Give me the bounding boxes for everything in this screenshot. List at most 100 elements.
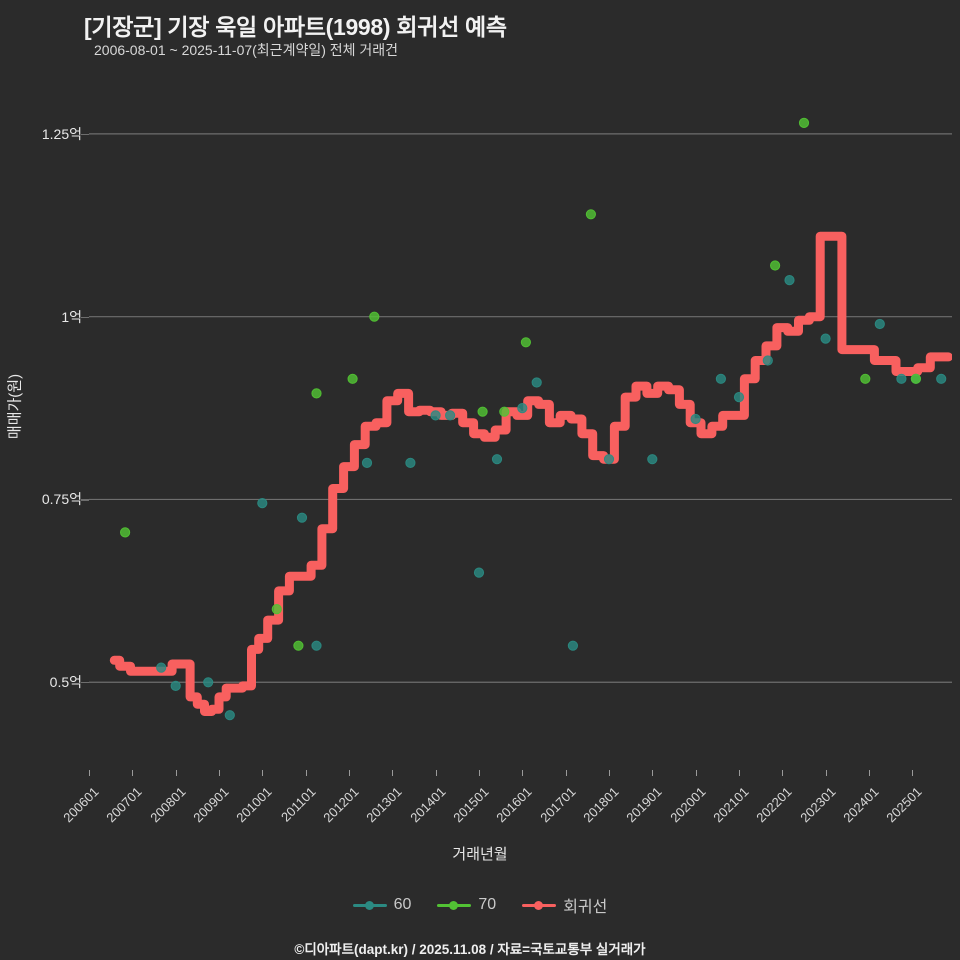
scatter-point xyxy=(311,388,322,399)
scatter-point xyxy=(156,662,167,673)
scatter-point xyxy=(170,680,181,692)
x-axis-tick-mark xyxy=(652,770,654,776)
x-axis-tick-mark xyxy=(262,770,264,776)
x-axis-tick-mark xyxy=(132,770,134,776)
plot-area xyxy=(89,90,952,770)
x-axis-tick-mark xyxy=(435,770,437,776)
scatter-point xyxy=(473,567,485,578)
x-axis-tick-label: 201001 xyxy=(233,784,275,826)
scatter-point xyxy=(798,117,810,129)
chart-subtitle: 2006-08-01 ~ 2025-11-07(최근계약일) 전체 거래건 xyxy=(94,42,399,58)
x-axis-title: 거래년월 xyxy=(452,846,508,863)
scatter-point xyxy=(531,377,542,388)
x-axis-tick-mark xyxy=(868,770,870,776)
chart-svg xyxy=(89,117,952,721)
scatter-point xyxy=(896,373,907,384)
scatter-point xyxy=(430,410,441,421)
scatter-point xyxy=(347,373,358,384)
x-axis-tick-label: 201101 xyxy=(277,784,319,825)
y-axis-tick-mark xyxy=(81,133,89,136)
legend-swatch-icon xyxy=(522,898,557,912)
scatter-point xyxy=(762,355,773,366)
legend-item-2[interactable]: 70 xyxy=(437,896,496,914)
scatter-point xyxy=(690,413,701,425)
scatter-point xyxy=(369,311,380,322)
x-axis-tick-label: 201801 xyxy=(580,784,622,826)
x-axis-tick-label: 201901 xyxy=(623,784,665,826)
scatter-point xyxy=(603,454,615,465)
scatter-point xyxy=(499,406,510,417)
chart-legend: 60 70 회귀선 xyxy=(0,893,960,917)
x-axis-tick-mark xyxy=(348,770,350,776)
y-axis-tick-mark xyxy=(81,682,89,684)
x-axis-tick-label: 200901 xyxy=(190,784,232,826)
x-axis-tick-label: 200701 xyxy=(103,784,145,826)
scatter-point xyxy=(585,209,596,220)
scatter-point xyxy=(445,410,456,421)
scatter-point xyxy=(119,527,131,538)
scatter-series-60 xyxy=(156,275,947,721)
scatter-point xyxy=(874,318,885,330)
scatter-point xyxy=(567,640,578,651)
scatter-point xyxy=(293,640,304,651)
x-axis-tick-mark xyxy=(912,770,914,776)
x-axis-tick-label: 200801 xyxy=(146,784,189,826)
x-axis-tick-label: 201601 xyxy=(493,784,535,826)
y-axis-tick-mark xyxy=(81,316,89,318)
x-axis-tick-mark xyxy=(218,770,220,776)
scatter-point xyxy=(311,640,322,651)
page-title: [기장군] 기장 욱일 아파트(1998) 회귀선 예측 xyxy=(84,14,507,40)
scatter-point xyxy=(936,373,947,384)
scatter-point xyxy=(770,260,781,271)
legend-label: 회귀선 xyxy=(563,899,608,916)
x-axis-tick-mark xyxy=(175,770,177,776)
scatter-point xyxy=(520,337,531,348)
scatter-point xyxy=(224,710,235,721)
x-axis-tick-label: 201301 xyxy=(363,784,405,826)
scatter-point xyxy=(271,604,282,615)
legend-item-1[interactable]: 60 xyxy=(352,896,412,914)
x-axis-tick-mark xyxy=(89,770,90,776)
legend-swatch-icon xyxy=(352,898,387,912)
x-axis-tick-mark xyxy=(392,770,394,776)
x-axis-tick-mark xyxy=(565,770,567,776)
y-axis-labels: 0.5억 0.75억 1억 1.25억 xyxy=(0,0,89,960)
x-axis-tick-label: 201501 xyxy=(450,784,492,826)
legend-swatch-icon xyxy=(437,898,472,912)
regression-line xyxy=(109,231,952,716)
y-axis-title: 매매가(원) xyxy=(6,373,24,440)
scatter-point xyxy=(910,373,922,384)
x-axis-tick-label: 202201 xyxy=(753,784,795,826)
x-axis-tick-mark xyxy=(608,770,610,776)
legend-label: 60 xyxy=(393,896,412,913)
x-axis-tick-mark xyxy=(305,770,307,776)
scatter-point xyxy=(491,454,503,465)
x-axis-tick-label: 202501 xyxy=(883,784,925,826)
x-axis-tick-label: 201701 xyxy=(536,784,579,826)
x-axis-tick-label: 202401 xyxy=(840,784,882,826)
x-axis-tick-mark xyxy=(522,770,524,776)
x-axis-tick-label: 202301 xyxy=(796,784,839,826)
scatter-point xyxy=(361,457,373,468)
scatter-point xyxy=(733,392,745,403)
legend-label: 70 xyxy=(478,896,497,913)
x-axis-tick-mark xyxy=(825,770,827,776)
x-axis-tick-mark xyxy=(478,770,480,776)
y-axis-tick-label: 1.25억 xyxy=(41,125,82,142)
x-axis-tick-label: 202101 xyxy=(710,784,752,826)
y-axis-tick-label: 0.75억 xyxy=(41,491,82,508)
scatter-point xyxy=(477,406,488,417)
x-axis-tick-mark xyxy=(782,770,784,776)
scatter-point xyxy=(784,275,795,286)
x-axis-tick-label: 202001 xyxy=(666,784,709,826)
x-axis-tick-label: 201401 xyxy=(406,784,449,826)
legend-item-3[interactable]: 회귀선 xyxy=(522,893,607,917)
scatter-point xyxy=(860,373,871,384)
scatter-point xyxy=(647,454,658,465)
x-axis-tick-mark xyxy=(695,770,697,776)
scatter-point xyxy=(257,498,268,509)
scatter-point xyxy=(517,403,528,414)
scatter-point xyxy=(820,333,831,344)
y-axis-tick-mark xyxy=(81,499,89,501)
scatter-series-70 xyxy=(119,117,922,651)
